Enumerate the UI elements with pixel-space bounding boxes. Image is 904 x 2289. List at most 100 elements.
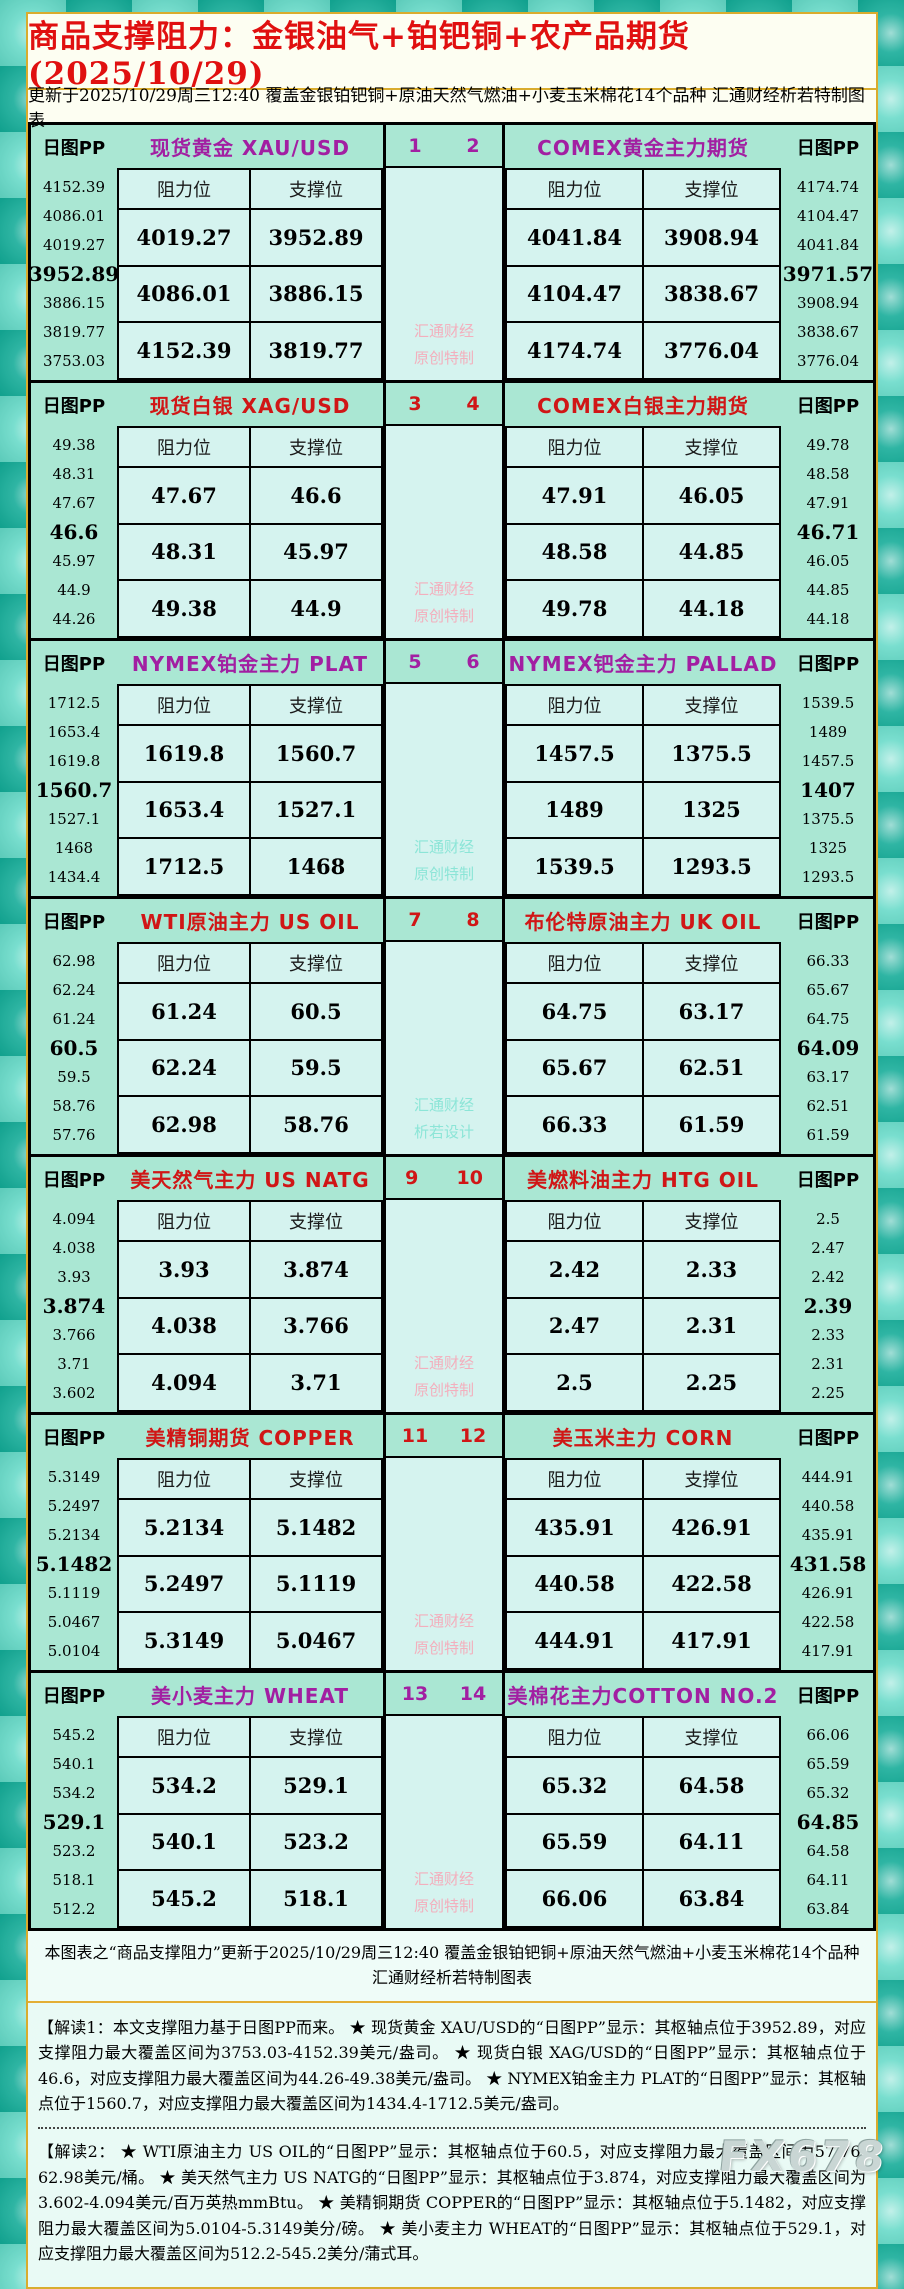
level-cell: 1468 [249, 837, 383, 896]
table-row: 1619.8 1560.7 [117, 724, 383, 783]
level-cell: 4152.39 [117, 321, 251, 380]
pp-pivot-level: 1560.7 [35, 777, 113, 802]
pp-pivot-level: 1407 [800, 777, 856, 802]
right-number: 6 [466, 650, 480, 673]
watermark-line1: 汇通财经 [413, 322, 474, 340]
column-header: 支撑位 [642, 426, 781, 468]
level-cell: 63.17 [642, 982, 781, 1041]
level-cell: 523.2 [249, 1812, 383, 1872]
pp-list-right: 1539.5 1489 1457.5 1407 1375.5 1325 1293.5 [781, 684, 875, 896]
pp-level: 61.24 [52, 1009, 96, 1028]
pair-numbers: 1 2 [383, 125, 505, 168]
table-right: 阻力位 支撑位 435.91 426.91 440.58 422.58 444.91 417.… [505, 1458, 781, 1670]
left-table-wrap: 阻力位 支撑位 61.24 60.5 62.24 59.5 62.98 58.76 [117, 942, 383, 1154]
level-cell: 1619.8 [117, 724, 251, 783]
level-cell: 65.59 [505, 1812, 644, 1872]
instrument-block: 日图PP 美天然气主力 US NATG 9 10 美燃料油主力 HTG OIL … [31, 1157, 873, 1415]
right-instrument-name: 美玉米主力 CORN [552, 1426, 734, 1450]
left-table-wrap: 阻力位 支撑位 4019.27 3952.89 4086.01 3886.15 4152.3… [117, 168, 383, 380]
right-instrument-name: 美棉花主力COTTON NO.2 [507, 1684, 779, 1708]
level-cell: 62.98 [117, 1095, 251, 1154]
table-row: 47.67 46.6 [117, 466, 383, 525]
pp-level: 5.3149 [47, 1467, 101, 1486]
watermark-line1: 汇通财经 [413, 1612, 474, 1630]
pp-level: 1653.4 [47, 722, 101, 741]
pp-level: 417.91 [801, 1642, 855, 1661]
table-right: 阻力位 支撑位 2.42 2.33 2.47 2.31 2.5 2.25 [505, 1200, 781, 1412]
level-cell: 3886.15 [249, 264, 383, 324]
pair-numbers: 13 14 [383, 1673, 505, 1716]
table-row: 534.2 529.1 [117, 1756, 383, 1815]
pp-level: 49.78 [806, 435, 850, 454]
right-number: 2 [466, 134, 480, 157]
pp-list-right: 444.91 440.58 435.91 431.58 426.91 422.58 417.… [781, 1458, 875, 1670]
pp-level: 3908.94 [796, 294, 860, 313]
table-row: 2.42 2.33 [505, 1240, 781, 1299]
level-cell: 3908.94 [642, 208, 781, 267]
column-header: 阻力位 [505, 684, 644, 726]
pp-level: 58.76 [52, 1097, 96, 1116]
pp-level: 422.58 [801, 1613, 855, 1632]
pp-level: 47.67 [52, 493, 96, 512]
pp-level: 2.42 [811, 1267, 845, 1286]
pp-level: 44.85 [806, 581, 850, 600]
level-cell: 5.1482 [249, 1498, 383, 1557]
pp-pivot-level: 3971.57 [782, 261, 874, 286]
column-header: 阻力位 [505, 1200, 644, 1242]
middle-cell: 汇通财经 原创特制 [383, 1458, 505, 1670]
level-cell: 47.67 [117, 466, 251, 525]
middle-cell: 汇通财经 原创特制 [383, 168, 505, 380]
pp-level: 65.67 [806, 980, 850, 999]
pp-level: 48.58 [806, 464, 850, 483]
table-row: 48.58 44.85 [505, 522, 781, 582]
pp-pivot-level: 46.6 [49, 519, 99, 544]
level-cell: 48.58 [505, 522, 644, 582]
column-header: 阻力位 [117, 168, 251, 210]
pp-level: 1468 [54, 839, 94, 858]
subtitle-bar: 更新于2025/10/29周三12:40 覆盖金银铂钯铜+原油天然气燃油+小麦玉… [28, 86, 876, 131]
level-cell: 64.58 [642, 1756, 781, 1815]
column-header: 支撑位 [249, 426, 383, 468]
column-header: 阻力位 [505, 942, 644, 984]
middle-cell: 汇通财经 析若设计 [383, 942, 505, 1154]
pp-level: 65.59 [806, 1754, 850, 1773]
table-row: 440.58 422.58 [505, 1554, 781, 1614]
pp-level: 47.91 [806, 493, 850, 512]
right-number: 8 [466, 908, 480, 931]
pp-level: 4.094 [52, 1209, 96, 1228]
table-row: 4.094 3.71 [117, 1353, 383, 1412]
level-cell: 59.5 [249, 1038, 383, 1098]
table-row: 3.93 3.874 [117, 1240, 383, 1299]
content-panel: 商品支撑阻力：金银油气+铂钯铜+农产品期货(2025/10/29) 更新于202… [26, 12, 878, 2289]
pp-level: 1293.5 [801, 868, 855, 887]
pp-header-left: 日图PP [42, 395, 106, 417]
pp-level: 3753.03 [42, 352, 106, 371]
watermark-line1: 汇通财经 [413, 580, 474, 598]
pair-numbers: 3 4 [383, 383, 505, 426]
level-cell: 46.05 [642, 466, 781, 525]
pp-header-right: 日图PP [796, 1685, 860, 1707]
right-table-wrap: 阻力位 支撑位 2.42 2.33 2.47 2.31 2.5 2.25 [505, 1200, 781, 1412]
pp-list-right: 4174.74 4104.47 4041.84 3971.57 3908.94 3838.… [781, 168, 875, 380]
level-cell: 2.47 [505, 1296, 644, 1356]
level-cell: 5.3149 [117, 1611, 251, 1670]
left-number: 1 [408, 134, 422, 157]
column-header: 支撑位 [249, 1458, 383, 1500]
table-left: 阻力位 支撑位 4019.27 3952.89 4086.01 3886.15 4152.3… [117, 168, 383, 380]
pp-level: 62.24 [52, 980, 96, 999]
site-watermark: 汇通财经 原创特制 [386, 834, 502, 888]
left-instrument-name: 现货白银 XAG/USD [149, 394, 351, 418]
pp-level: 63.84 [806, 1900, 850, 1919]
pp-level: 66.33 [806, 951, 850, 970]
table-row: 4174.74 3776.04 [505, 321, 781, 380]
pp-header-left: 日图PP [42, 911, 106, 933]
level-cell: 64.11 [642, 1812, 781, 1872]
pp-level: 3819.77 [42, 323, 106, 342]
table-row: 49.78 44.18 [505, 579, 781, 638]
pp-level: 5.0104 [47, 1642, 101, 1661]
pp-level: 2.31 [811, 1355, 845, 1374]
pp-level: 64.58 [806, 1842, 850, 1861]
pp-level: 444.91 [801, 1467, 855, 1486]
pp-pivot-level: 2.39 [803, 1293, 853, 1318]
instrument-block: 日图PP 现货白银 XAG/USD 3 4 COMEX白银主力期货 日图PP 4… [31, 383, 873, 641]
